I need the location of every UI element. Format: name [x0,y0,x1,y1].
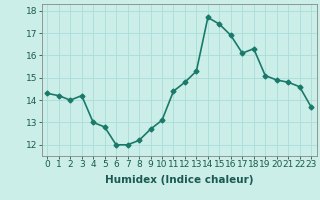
X-axis label: Humidex (Indice chaleur): Humidex (Indice chaleur) [105,175,253,185]
